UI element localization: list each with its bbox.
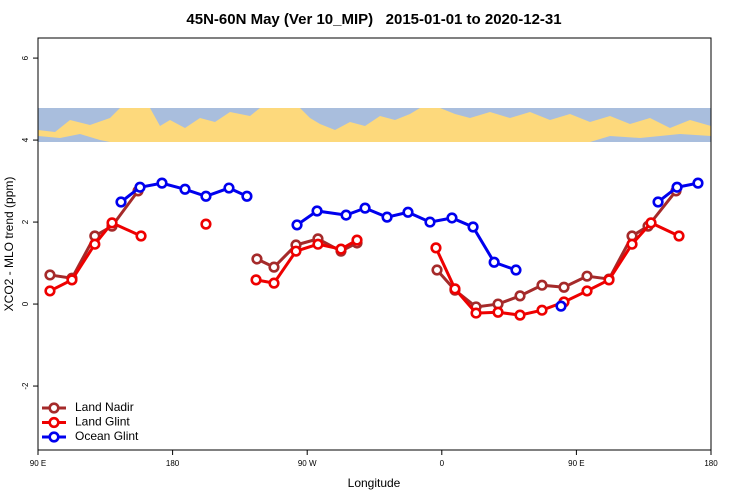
data-point [44,285,56,297]
data-point [268,261,280,273]
data-point [156,177,168,189]
data-point [671,181,683,193]
data-point [200,190,212,202]
x-tick-label: 90 E [568,459,584,468]
plot-frame [37,37,712,451]
x-tick-label: 180 [704,459,718,468]
y-axis-title: XCO2 - MLO trend (ppm) [2,177,16,312]
data-point [536,279,548,291]
data-point [514,290,526,302]
y-tick-label: 4 [21,137,30,142]
y-tick-label: 0 [21,301,30,306]
legend-label: Land Nadir [75,400,134,414]
data-point [250,274,262,286]
legend-marker [48,431,60,443]
data-point [424,216,436,228]
data-point [652,196,664,208]
data-point [134,181,146,193]
data-point [135,230,147,242]
legend-marker [48,402,60,414]
data-point [359,202,371,214]
x-tick-label: 90 W [298,459,317,468]
data-point [555,300,567,312]
data-point [89,238,101,250]
x-tick-label: 180 [166,459,180,468]
y-tick-label: 6 [21,55,30,60]
data-point [536,304,548,316]
data-point [115,196,127,208]
data-point [449,283,461,295]
data-point [692,177,704,189]
data-point [645,217,657,229]
chart-title: 45N-60N May (Ver 10_MIP) 2015-01-01 to 2… [186,11,561,28]
map-band [38,108,711,142]
data-point [312,238,324,250]
data-point [223,182,235,194]
data-point [200,218,212,230]
data-point [44,269,56,281]
data-point [514,309,526,321]
data-point [446,212,458,224]
data-point [291,219,303,231]
data-point [340,209,352,221]
data-point [381,211,393,223]
data-point [351,234,363,246]
data-point [673,230,685,242]
x-tick-label: 90 E [30,459,46,468]
data-point [431,264,443,276]
data-point [106,217,118,229]
data-point [179,183,191,195]
data-point [581,270,593,282]
data-point [241,190,253,202]
y-tick-label: 2 [21,219,30,224]
y-tick-label: -2 [21,382,30,390]
data-point [268,277,280,289]
data-point [467,221,479,233]
data-point [470,307,482,319]
data-point [290,245,302,257]
data-point [66,274,78,286]
data-point [402,206,414,218]
legend-marker [48,416,60,429]
data-point [581,285,593,297]
data-point [603,274,615,286]
legend-label: Ocean Glint [75,429,139,443]
data-point [430,242,442,254]
x-axis-title: Longitude [348,476,401,490]
legend-label: Land Glint [75,415,130,429]
data-point [558,281,570,293]
data-point [626,238,638,250]
x-tick-label: 0 [440,459,445,468]
data-point [488,256,500,268]
data-point [492,306,504,318]
data-point [510,264,522,276]
data-point [311,205,323,217]
data-point [251,253,263,265]
data-point [335,243,347,255]
